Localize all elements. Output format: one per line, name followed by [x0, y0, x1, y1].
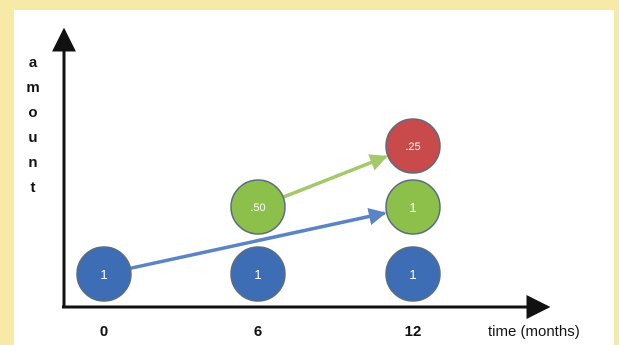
node-label: 1 — [254, 267, 261, 282]
node-label: .25 — [405, 141, 420, 153]
node-green: .50 — [230, 179, 286, 235]
node-green: 1 — [385, 179, 441, 235]
node-label: 1 — [409, 267, 416, 282]
node-label: .50 — [250, 202, 265, 214]
nodes-layer: 1 1 1 1 .25 .50 — [76, 118, 441, 302]
x-tick-label: 6 — [254, 323, 262, 340]
y-axis-label-letter: a — [29, 54, 38, 71]
flow-arrow — [126, 207, 387, 271]
node-blue: 1 — [385, 246, 441, 302]
node-circle — [385, 118, 441, 174]
node-circle — [230, 246, 286, 302]
node-circle — [385, 179, 441, 235]
y-axis-label-letter: o — [28, 104, 37, 121]
node-blue: 1 — [76, 246, 132, 302]
x-axis-title: time (months) — [488, 323, 580, 340]
y-axis-label-letter: m — [26, 79, 39, 96]
x-axis-tick-labels: 0 6 12 — [100, 323, 422, 340]
arrows-layer — [126, 154, 388, 271]
node-blue: 1 — [230, 246, 286, 302]
node-circle — [385, 246, 441, 302]
node-label: 1 — [409, 200, 416, 215]
y-axis-label-letter: t — [31, 179, 36, 196]
x-tick-label: 12 — [405, 323, 422, 340]
flow-arrow — [278, 154, 388, 201]
y-axis-label-letter: u — [28, 129, 37, 146]
node-label: 1 — [100, 267, 107, 282]
node-red: .25 — [385, 118, 441, 174]
x-tick-label: 0 — [100, 323, 108, 340]
node-circle — [76, 246, 132, 302]
node-circle — [230, 179, 286, 235]
y-axis-label-letter: n — [28, 154, 37, 171]
